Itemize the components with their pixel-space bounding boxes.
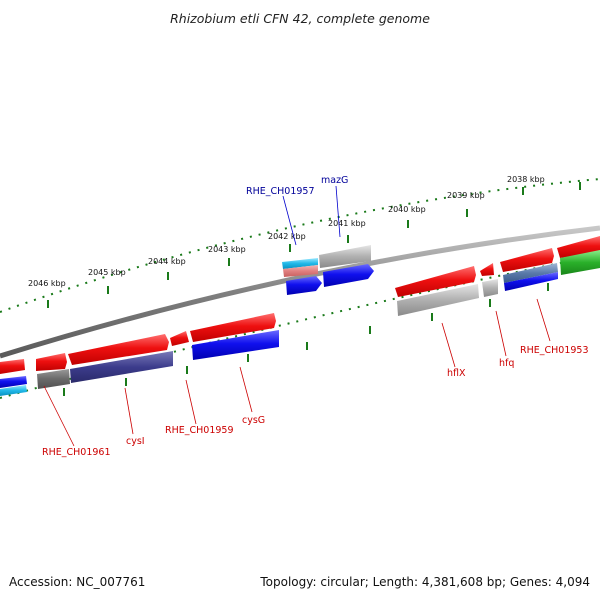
forward-strand-genes	[0, 236, 600, 374]
gene-label-RHE_CH01959: RHE_CH01959	[165, 425, 234, 436]
gene-arrow	[170, 331, 189, 346]
gene-labels: RHE_CH01957 mazG RHE_CH01961 cysI RHE_CH…	[42, 175, 589, 458]
gene-label-hflX: hflX	[447, 368, 466, 379]
gene-steel	[503, 263, 558, 283]
gene-grey	[482, 279, 498, 297]
gene-RHE_CH01957	[282, 258, 318, 269]
gene-label-cysG: cysG	[242, 415, 265, 426]
scale-labels: 2038 kbp 2039 kbp 2040 kbp 2041 kbp 2042…	[28, 175, 545, 288]
gene-label-mazG: mazG	[321, 175, 348, 186]
scale-label: 2042 kbp	[268, 232, 306, 241]
gene-cysG	[192, 330, 279, 360]
gene-RHE_CH01959	[190, 313, 276, 342]
gene-label-RHE_CH01957: RHE_CH01957	[246, 186, 315, 197]
gene-green	[560, 250, 600, 275]
label-connectors	[43, 185, 551, 447]
reverse-strand-genes	[0, 250, 600, 396]
scale-label: 2046 kbp	[28, 279, 66, 288]
gene-blue	[0, 376, 27, 388]
outer-major-ticks	[47, 182, 581, 308]
scale-label: 2038 kbp	[507, 175, 545, 184]
scale-label: 2040 kbp	[388, 205, 426, 214]
scale-label: 2044 kbp	[148, 257, 186, 266]
scale-label: 2041 kbp	[328, 219, 366, 228]
scale-label: 2045 kbp	[88, 268, 126, 277]
gene-arrow	[36, 353, 67, 371]
genome-backbone	[0, 225, 600, 359]
map-title: Rhizobium etli CFN 42, complete genome	[170, 11, 430, 26]
gene-pink	[283, 265, 318, 277]
accession-text: Accession: NC_007761	[9, 575, 145, 589]
scale-label: 2039 kbp	[447, 191, 485, 200]
gene-navy	[70, 351, 173, 383]
inner-major-ticks	[63, 283, 549, 396]
gene-label-hfq: hfq	[499, 358, 514, 369]
gene-cyan	[0, 385, 27, 396]
scale-label: 2043 kbp	[208, 245, 246, 254]
gene-hfq	[480, 263, 494, 276]
gene-grey	[397, 284, 479, 316]
gene-hflX	[395, 266, 476, 297]
gene-blue	[286, 276, 322, 295]
gene-blue	[504, 272, 558, 291]
gene-RHE_CH01953	[500, 248, 554, 272]
gene-label-cysI: cysI	[126, 436, 145, 447]
gene-label-RHE_CH01961: RHE_CH01961	[42, 447, 111, 458]
gene-cysI	[68, 334, 169, 365]
gene-label-RHE_CH01953: RHE_CH01953	[520, 345, 589, 356]
topology-text: Topology: circular; Length: 4,381,608 bp…	[259, 575, 590, 589]
gene-mazG	[319, 245, 371, 268]
gene-RHE_CH01961-left	[0, 359, 25, 374]
gene-blue	[323, 264, 374, 287]
outer-scale-line	[0, 178, 600, 313]
gene-dark	[37, 369, 70, 389]
